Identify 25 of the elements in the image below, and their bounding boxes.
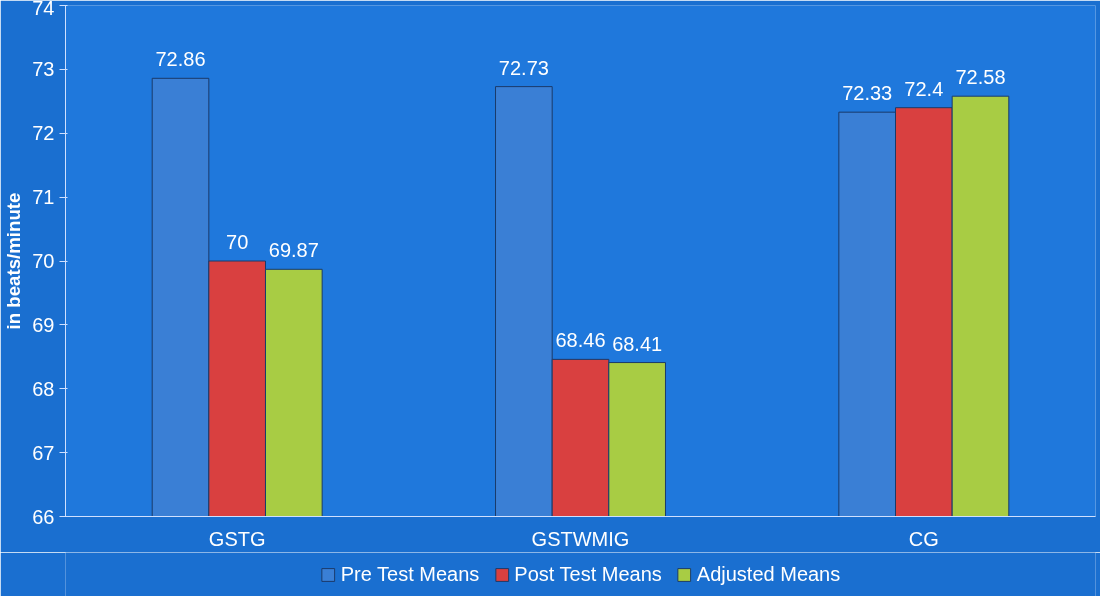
data-label: 72.4 xyxy=(904,77,944,100)
data-label: 70 xyxy=(226,231,249,253)
x-tick-label: GSTWMIG xyxy=(531,527,630,550)
y-tick-label: 67 xyxy=(32,441,55,464)
y-axis-title: in beats/minute xyxy=(3,192,25,330)
data-label: 72.58 xyxy=(955,66,1006,89)
data-label: 69.87 xyxy=(268,239,319,262)
y-tick-label: 74 xyxy=(32,0,55,19)
y-tick-label: 68 xyxy=(32,377,55,400)
y-tick-label: 70 xyxy=(32,250,55,272)
y-tick-label: 71 xyxy=(32,186,55,209)
legend-label: Pre Test Means xyxy=(340,562,480,586)
legend-label: Adjusted Means xyxy=(696,562,841,586)
data-label: 72.86 xyxy=(155,48,206,71)
x-tick-label: CG xyxy=(908,527,939,550)
data-label: 72.73 xyxy=(498,56,549,79)
data-label: 72.33 xyxy=(842,82,893,105)
data-label: 68.41 xyxy=(612,332,663,355)
y-tick-label: 72 xyxy=(32,122,55,145)
y-tick-label: 66 xyxy=(32,505,55,528)
x-tick-label: GSTG xyxy=(208,527,266,550)
data-label: 68.46 xyxy=(555,329,606,352)
legend-label: Post Test Means xyxy=(514,562,662,586)
y-tick-label: 73 xyxy=(32,58,55,81)
y-tick-label: 69 xyxy=(32,313,55,336)
